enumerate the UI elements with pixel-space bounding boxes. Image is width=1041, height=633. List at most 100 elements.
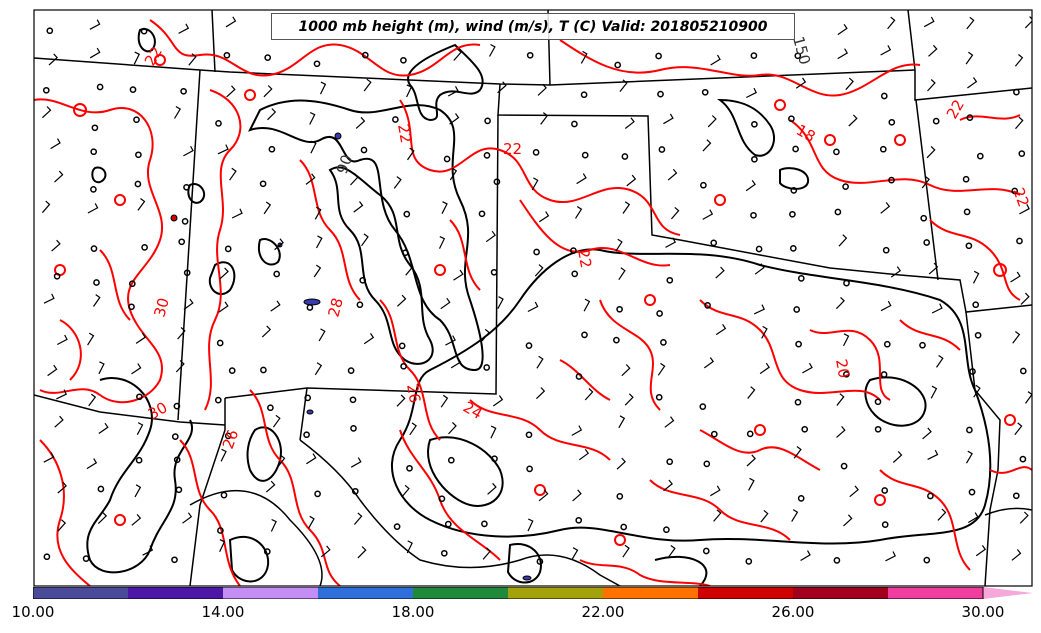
wind-barb <box>497 81 507 94</box>
wind-barb <box>447 86 459 97</box>
wind-barb <box>576 173 587 185</box>
temperature-label: 22 <box>394 123 415 145</box>
wind-barb <box>622 201 631 214</box>
wind-barb <box>263 85 273 98</box>
wind-barb <box>225 16 237 28</box>
calm-circle <box>136 393 143 401</box>
wind-barb <box>571 547 579 561</box>
calm-circle <box>833 557 841 564</box>
wind-barb <box>837 23 848 36</box>
calm-circle <box>614 61 622 69</box>
temperature-label: 30 <box>150 296 172 319</box>
calm-circle <box>525 431 533 439</box>
calm-circle <box>93 279 100 286</box>
calm-circle <box>1013 88 1020 96</box>
wind-barb <box>231 208 243 219</box>
wind-barb <box>57 481 67 494</box>
wind-barb <box>665 237 677 248</box>
calm-circle <box>90 186 97 193</box>
calm-circle <box>493 178 501 186</box>
wind-barb <box>663 113 674 125</box>
wind-barb <box>98 361 105 375</box>
wind-barb <box>309 111 316 125</box>
calm-circle <box>223 51 231 59</box>
calm-circle <box>171 433 179 440</box>
calm-circle <box>351 487 359 495</box>
wind-barb <box>441 201 448 214</box>
calm-circle <box>526 465 533 473</box>
wind-barb <box>178 23 190 34</box>
wind-barb <box>745 179 756 192</box>
wind-barb <box>353 201 364 213</box>
calm-circle <box>82 555 90 562</box>
wind-barb <box>89 47 101 59</box>
calm-circle <box>260 366 267 374</box>
calm-circle <box>532 149 540 156</box>
wind-barb <box>409 422 417 436</box>
calm-circle <box>962 175 970 183</box>
calm-circle <box>128 280 136 288</box>
calm-circle <box>972 301 980 309</box>
wind-barb <box>578 448 590 461</box>
wind-barb <box>314 362 323 376</box>
wind-barb <box>86 458 98 470</box>
calm-circle <box>797 275 805 282</box>
calm-circle <box>90 245 98 252</box>
calm-circle <box>745 558 753 565</box>
wind-barb <box>135 332 147 344</box>
wind-barb <box>707 115 717 128</box>
wind-barb <box>715 266 725 279</box>
wind-barb <box>51 239 61 252</box>
calm-circle <box>525 342 533 349</box>
calm-circle <box>393 523 401 530</box>
wind-barb <box>619 79 628 92</box>
calm-circle <box>392 116 399 123</box>
calm-circle <box>90 148 98 156</box>
wind-barb <box>48 53 58 66</box>
wind-barb <box>703 357 715 369</box>
wind-barb <box>350 457 362 468</box>
wind-barb <box>531 177 539 191</box>
wind-barb <box>406 540 413 554</box>
calm-circle <box>217 527 224 534</box>
calm-circle <box>173 402 181 410</box>
wind-barb <box>880 202 891 214</box>
wind-barb <box>353 512 363 525</box>
wind-barb <box>663 479 673 492</box>
wind-barb <box>965 51 974 65</box>
wind-barb <box>448 421 457 435</box>
calm-circle <box>616 305 623 313</box>
wind-barb <box>928 44 938 57</box>
calm-circle <box>306 304 314 311</box>
calm-circle <box>834 208 842 216</box>
wind-barb <box>849 485 859 498</box>
wind-barb <box>622 544 630 558</box>
wind-barb <box>753 304 766 315</box>
calm-circle <box>135 151 142 159</box>
calm-circle <box>478 210 486 218</box>
wind-barb <box>580 50 588 64</box>
wind-barb <box>966 16 975 30</box>
calm-circle <box>620 523 628 531</box>
calm-circle <box>406 464 413 472</box>
calm-circle <box>575 516 583 524</box>
wind-barb <box>57 519 67 532</box>
calm-circle <box>443 155 451 163</box>
wind-barb <box>438 236 446 249</box>
calm-circle <box>214 396 222 404</box>
calm-circle <box>173 456 181 464</box>
wind-barb <box>759 362 770 375</box>
wind-barb <box>927 79 936 92</box>
calm-circle <box>347 367 355 374</box>
calm-circle <box>444 520 452 528</box>
calm-circle <box>881 487 889 494</box>
wind-barb <box>263 201 272 215</box>
temperature-label: 22 <box>503 140 522 158</box>
wind-barb <box>173 105 182 119</box>
wind-barb <box>406 84 413 98</box>
temperature-contours <box>34 19 1032 586</box>
wind-barb <box>315 235 323 249</box>
wind-barb <box>880 300 892 312</box>
wind-barb <box>536 355 544 369</box>
temperature-label: 22 <box>1009 185 1032 209</box>
